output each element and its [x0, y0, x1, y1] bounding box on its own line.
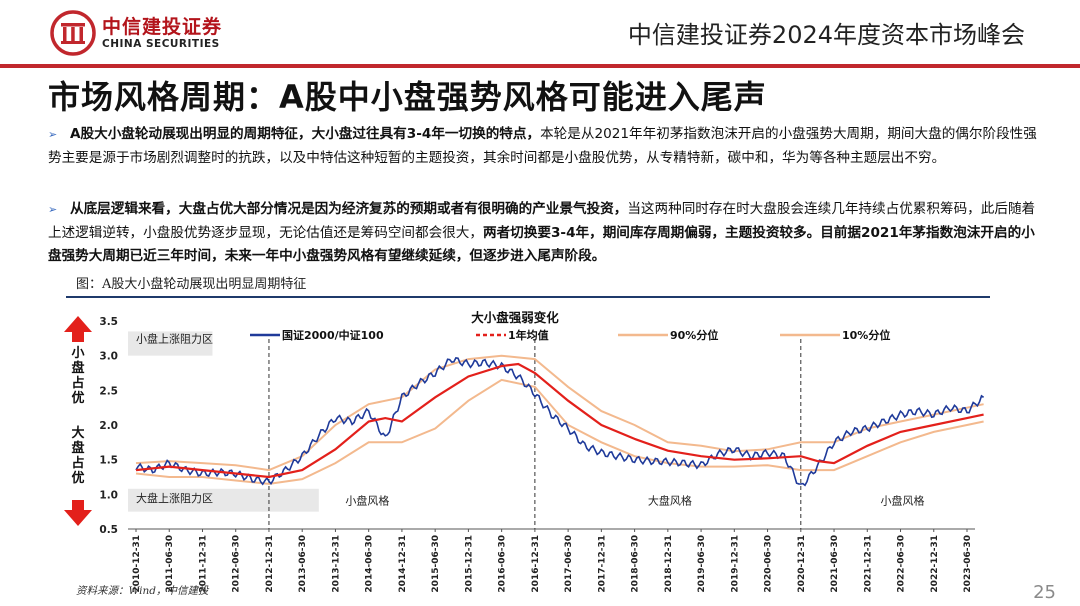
percentile-bands [135, 354, 984, 485]
series-index-ratio-line [135, 357, 985, 487]
y-tick-label: 2.0 [99, 420, 118, 432]
annotation-label: 大盘风格 [648, 494, 692, 508]
series-lines [135, 357, 985, 487]
legend-label: 1年均值 [508, 328, 549, 342]
side-label-small-cap: 优 [71, 390, 84, 406]
x-tick-label: 2015-12-31 [464, 535, 474, 593]
x-tick-label: 2012-06-30 [232, 535, 242, 593]
y-tick-label: 1.5 [99, 455, 118, 467]
y-tick-label: 2.5 [99, 385, 118, 397]
series-1y-mean-line [135, 362, 984, 479]
brand-name-cn: 中信建投证券 [102, 16, 223, 38]
header: 中信建投证券 CHINA SECURITIES 中信建投证券2024年度资本市场… [0, 0, 1080, 66]
side-label-small-cap: 盘 [71, 360, 84, 376]
chart-legend: 国证2000/中证100 1年均值 90%分位 10%分位 [250, 328, 890, 342]
x-tick-label: 2014-12-31 [398, 535, 408, 593]
x-tick-label: 2021-06-30 [830, 535, 840, 593]
figure-divider [66, 296, 990, 298]
x-tick-label: 2017-06-30 [564, 535, 574, 593]
x-tick-label: 2021-12-31 [863, 535, 873, 593]
style-dividers [268, 339, 802, 529]
bullet-2: ➢ 从底层逻辑来看，大盘占优大部分情况是因为经济复苏的预期或者有很明确的产业景气投… [48, 198, 1048, 269]
x-tick-label: 2016-06-30 [498, 535, 508, 593]
bullet-2-bold: 从底层逻辑来看，大盘占优大部分情况是因为经济复苏的预期或者有很明确的产业景气投资… [70, 201, 628, 217]
down-arrow-icon [64, 500, 92, 526]
x-tick-label: 2017-12-31 [597, 535, 607, 593]
figure-caption: 图：A股大小盘轮动展现出明显周期特征 [76, 277, 307, 292]
side-label-large-cap: 大 [71, 425, 84, 441]
upper-resistance-zone [128, 331, 213, 356]
header-divider [0, 64, 1080, 68]
bullet-2-text: 当这两种同时存在时大盘股会连续几年持续占优累积筹码，此后随着上述逻辑逆转，小盘股… [48, 201, 1036, 241]
y-tick-label: 3.0 [99, 351, 118, 363]
china-securities-logo-icon [50, 10, 96, 56]
x-tick-label: 2019-12-31 [730, 535, 740, 593]
side-label-large-cap: 占 [71, 455, 84, 471]
bullet-1-bold: A股大小盘轮动展现出明显的周期特征，大小盘过往具有3-4年一切换的特点， [70, 126, 541, 142]
bullet-arrow-icon: ➢ [48, 203, 58, 216]
annotation-label: 小盘上涨阻力区 [136, 331, 213, 345]
x-tick-label: 2013-06-30 [298, 535, 308, 593]
legend-label: 90%分位 [670, 328, 718, 342]
x-tick-label: 2019-06-30 [697, 535, 707, 593]
side-label-small-cap: 小 [71, 346, 84, 361]
x-tick-label: 2014-06-30 [365, 535, 375, 593]
x-tick-label: 2013-12-31 [331, 535, 341, 593]
up-arrow-icon [64, 316, 92, 342]
side-label-large-cap: 盘 [71, 440, 84, 456]
bullet-1: ➢ A股大小盘轮动展现出明显的周期特征，大小盘过往具有3-4年一切换的特点，本轮是… [48, 123, 1048, 170]
annotation-label: 大盘上涨阻力区 [136, 491, 213, 505]
y-tick-label: 0.5 [99, 524, 118, 536]
x-tick-label: 2016-12-31 [531, 535, 541, 593]
conference-title: 中信建投证券2024年度资本市场峰会 [627, 21, 1025, 49]
side-label-small-cap: 占 [71, 375, 84, 391]
legend-label: 10%分位 [842, 328, 890, 342]
source-note: 资料来源：Wind，中信建投 [76, 585, 209, 597]
x-tick-label: 2015-06-30 [431, 535, 441, 593]
annotation-label: 小盘风格 [881, 494, 925, 508]
x-tick-label: 2020-12-31 [797, 535, 807, 593]
x-tick-label: 2012-12-31 [265, 535, 275, 593]
y-tick-label: 1.0 [99, 489, 118, 501]
x-tick-label: 2010-12-31 [132, 535, 142, 593]
x-tick-label: 2018-06-30 [631, 535, 641, 593]
lower-resistance-zone [128, 488, 319, 512]
x-tick-label: 2011-12-31 [198, 535, 208, 593]
slide-title: 市场风格周期：A股中小盘强势风格可能进入尾声 [48, 78, 767, 116]
x-axis: 2010-12-31 2011-06-30 2011-12-31 2012-06-30… [128, 528, 975, 593]
x-tick-label: 2022-12-31 [930, 535, 940, 593]
page-number: 25 [1033, 582, 1056, 603]
bullet-2-bold-2: 两者切换要3-4年，期间库存周期偏弱，主题投资较多。目前据2021年茅指数泡沫开… [48, 224, 1035, 265]
legend-label: 国证2000/中证100 [282, 328, 384, 342]
annotation-label: 小盘风格 [345, 494, 389, 508]
chart-title: 大小盘强弱变化 [471, 310, 559, 325]
x-tick-label: 2018-12-31 [664, 535, 674, 593]
y-axis: 0.5 1.0 1.5 2.0 2.5 3.0 3.5 [99, 316, 118, 536]
x-tick-label: 2011-06-30 [165, 535, 175, 593]
x-tick-label: 2020-06-30 [764, 535, 774, 593]
x-tick-label: 2023-06-30 [963, 535, 973, 593]
y-tick-label: 3.5 [99, 316, 118, 328]
resistance-zones [128, 331, 319, 512]
bullet-1-text: 本轮是从2021年年初茅指数泡沫开启的小盘强势大周期，期间大盘的偶尔阶段性强势主… [48, 126, 1037, 166]
brand-name-en: CHINA SECURITIES [102, 38, 220, 50]
series-90pct-line [135, 354, 984, 472]
x-tick-label: 2022-06-30 [897, 535, 907, 593]
series-10pct-line [135, 378, 984, 485]
side-label-large-cap: 优 [71, 470, 84, 486]
bullet-arrow-icon: ➢ [48, 128, 58, 141]
